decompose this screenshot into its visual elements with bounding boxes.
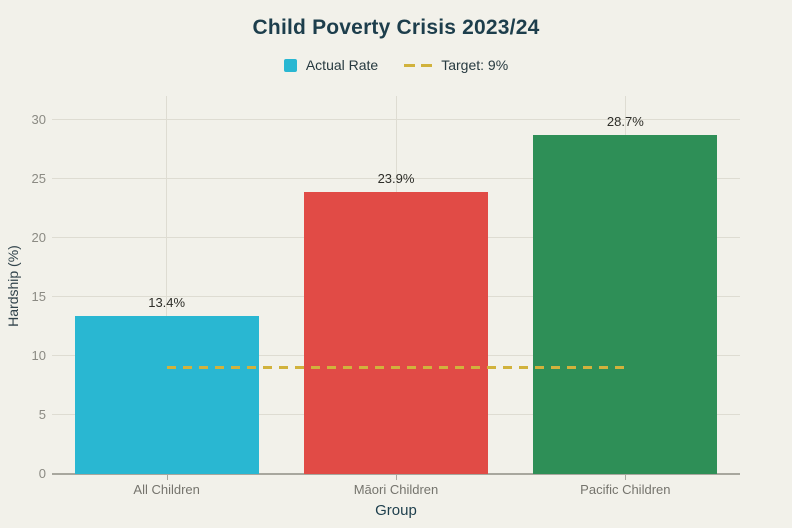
bar-value-label: 23.9% — [377, 170, 415, 186]
x-tick-label-1: Māori Children — [353, 482, 439, 497]
bar-value-label: 28.7% — [606, 114, 644, 130]
x-tick-mark-1 — [396, 475, 397, 480]
legend-swatch-actual-rate — [283, 58, 297, 72]
chart-title: Child Poverty Crisis 2023/24 — [252, 16, 540, 39]
bar-m-ori-children — [304, 191, 488, 474]
y-axis-title: Hardship (%) — [5, 245, 21, 327]
plot-area: 13.4% 23.9% 28.7% — [52, 96, 740, 475]
legend: Actual Rate Target: 9% — [0, 57, 792, 73]
bar-pacific-children — [533, 135, 718, 474]
legend-item-target: Target: 9% — [404, 57, 508, 73]
y-tick-label-20: 20 — [31, 230, 46, 245]
y-tick-label-30: 30 — [31, 112, 46, 127]
y-tick-label-5: 5 — [38, 407, 46, 422]
x-tick-label-2: Pacific Children — [580, 482, 671, 497]
bar-all-children — [74, 315, 259, 474]
legend-swatch-target-dash — [404, 63, 433, 67]
legend-item-actual-rate: Actual Rate — [283, 57, 379, 73]
x-tick-mark-0 — [166, 475, 168, 480]
legend-label-actual-rate: Actual Rate — [305, 57, 379, 73]
legend-label-target: Target: 9% — [441, 57, 509, 73]
target-line — [166, 365, 626, 369]
gridline-x-0 — [166, 96, 168, 474]
x-axis-title: Group — [375, 502, 417, 519]
x-tick-label-0: All Children — [133, 482, 200, 497]
x-tick-mark-2 — [625, 475, 627, 480]
y-tick-label-10: 10 — [31, 348, 46, 363]
y-tick-label-15: 15 — [31, 289, 46, 304]
y-tick-label-0: 0 — [38, 466, 46, 481]
y-tick-label-25: 25 — [31, 171, 46, 186]
bar-value-label: 13.4% — [148, 294, 186, 310]
x-axis-line — [52, 473, 740, 475]
